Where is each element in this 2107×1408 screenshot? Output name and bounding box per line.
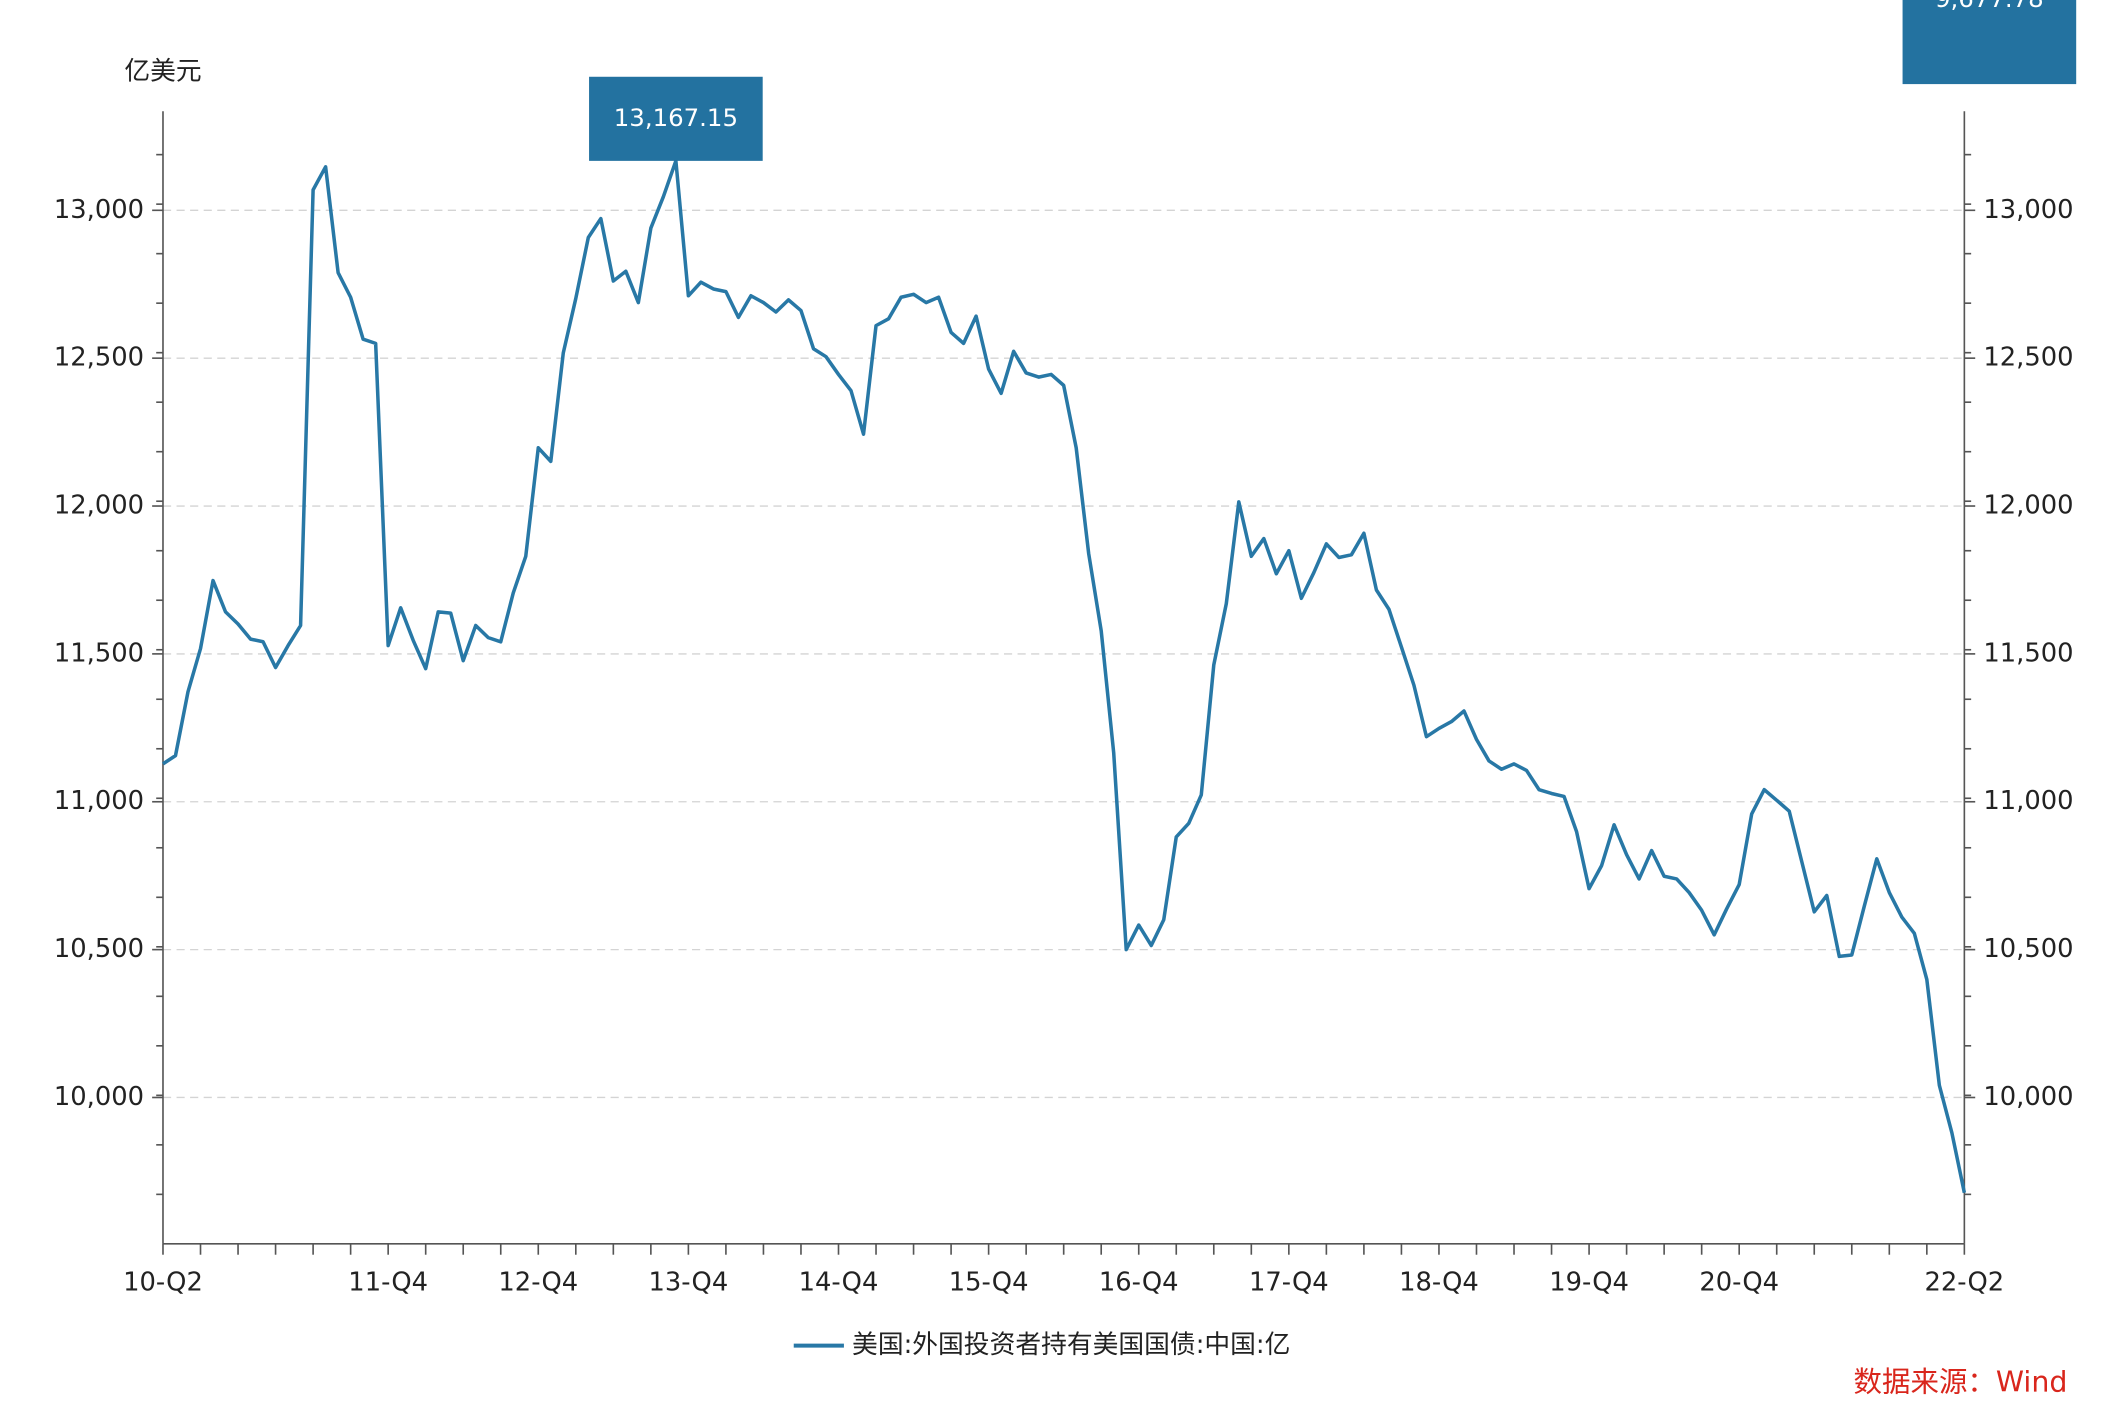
y2-tick-label: 10,000 (1983, 1082, 2073, 1112)
y2-tick-label: 11,000 (1983, 786, 2073, 816)
x-tick-label: 12-Q4 (498, 1268, 578, 1298)
y2-tick-label: 10,500 (1983, 934, 2073, 964)
y2-tick-label: 12,500 (1983, 343, 2073, 373)
value-label-box: 9,677.78 (1902, 0, 2077, 85)
value-label-bg (1902, 0, 2077, 85)
y-tick-label: 13,000 (54, 195, 144, 225)
x-tick-label: 18-Q4 (1399, 1268, 1479, 1298)
x-tick-label: 19-Q4 (1549, 1268, 1629, 1298)
x-tick-label: 11-Q4 (348, 1268, 428, 1298)
y2-tick-label: 13,000 (1983, 195, 2073, 225)
x-tick-label: 15-Q4 (949, 1268, 1029, 1298)
x-tick-label: 13-Q4 (649, 1268, 729, 1298)
y-tick-label: 11,000 (54, 786, 144, 816)
x-tick-label: 14-Q4 (799, 1268, 879, 1298)
value-label: 9,677.78 (1935, 0, 2044, 13)
y-tick-label: 10,000 (54, 1082, 144, 1112)
y-tick-label: 12,500 (54, 343, 144, 373)
source-note: 数据来源：Wind (1854, 1366, 2068, 1399)
x-tick-label: 10-Q2 (123, 1268, 203, 1298)
value-label-box: 13,167.15 (589, 76, 763, 161)
y-axis-label: 亿美元 (124, 56, 201, 86)
y-tick-label: 11,500 (54, 638, 144, 668)
data-line (162, 159, 1967, 1194)
x-tick-label: 20-Q4 (1699, 1268, 1779, 1298)
y2-tick-label: 11,500 (1983, 638, 2073, 668)
y-tick-label: 10,500 (54, 934, 144, 964)
value-label-bg (589, 76, 763, 161)
y-tick-label: 12,000 (54, 491, 144, 521)
y2-tick-label: 12,000 (1983, 491, 2073, 521)
x-tick-label: 16-Q4 (1099, 1268, 1179, 1298)
x-tick-label: 22-Q2 (1925, 1268, 2005, 1298)
value-label: 13,167.15 (614, 103, 738, 132)
x-tick-label: 17-Q4 (1249, 1268, 1329, 1298)
legend-label: 美国:外国投资者持有美国国债:中国:亿 (852, 1330, 1290, 1360)
